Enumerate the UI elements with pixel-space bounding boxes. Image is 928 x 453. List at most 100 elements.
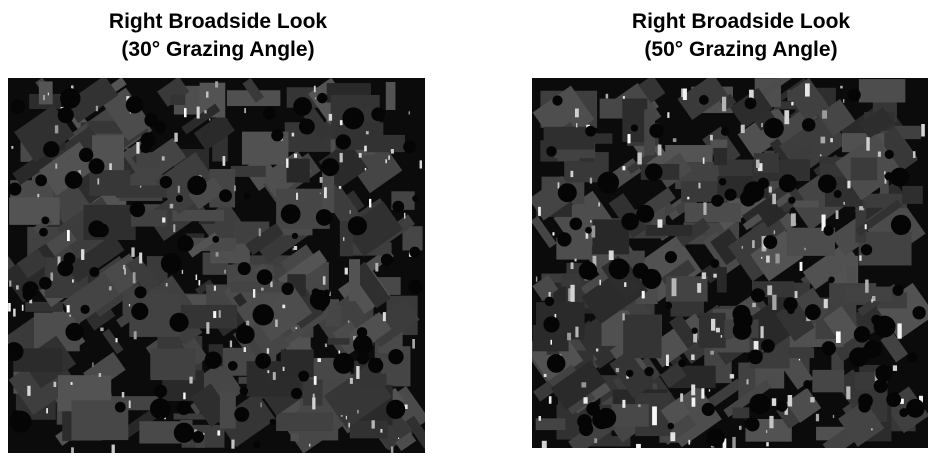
speckle — [100, 328, 103, 332]
speckle — [244, 108, 246, 113]
shadow — [788, 197, 795, 204]
shadow — [357, 327, 368, 338]
shadow — [907, 352, 918, 363]
speckle — [366, 131, 369, 134]
speckle — [766, 442, 769, 446]
speckle — [204, 110, 206, 113]
speckle — [859, 255, 861, 260]
speckle — [575, 259, 577, 262]
shadow — [821, 341, 835, 355]
panel-title: (50° Grazing Angle) — [644, 38, 837, 61]
shadow — [392, 201, 404, 213]
speckle — [174, 133, 177, 142]
speckle — [323, 276, 326, 284]
shadow — [333, 353, 354, 374]
speckle — [166, 283, 168, 286]
speckle — [383, 312, 386, 321]
speckle — [67, 230, 70, 241]
speckle — [391, 446, 394, 453]
speckle — [286, 158, 288, 167]
shadow — [154, 385, 167, 398]
shadow — [41, 217, 49, 225]
shadow — [368, 358, 383, 373]
speckle — [375, 263, 378, 272]
speckle — [385, 159, 386, 163]
speckle — [215, 81, 218, 87]
speckle — [350, 378, 353, 384]
speckle — [863, 208, 864, 211]
shadow — [348, 216, 367, 235]
speckle — [878, 152, 881, 157]
shadow — [577, 414, 592, 429]
texture — [812, 370, 844, 392]
shadow — [552, 95, 562, 105]
shadow — [609, 258, 630, 279]
shadow — [255, 353, 271, 369]
shadow — [57, 260, 73, 276]
shadow — [691, 328, 697, 334]
speckle — [388, 155, 390, 159]
speckle — [594, 438, 597, 443]
speckle — [692, 398, 696, 407]
speckle — [683, 88, 687, 100]
speckle — [116, 338, 118, 342]
speckle — [189, 377, 192, 384]
shadow — [631, 124, 638, 131]
speckle — [214, 286, 216, 291]
shadow — [886, 392, 901, 407]
shadow — [281, 283, 293, 295]
shadow — [668, 423, 675, 430]
shadow — [342, 107, 364, 129]
speckle — [703, 158, 705, 164]
shadow — [579, 261, 597, 279]
speckle — [571, 262, 574, 269]
shadow — [95, 223, 109, 237]
speckle — [273, 372, 276, 380]
speckle — [223, 156, 226, 166]
speckle — [716, 328, 720, 333]
speckle — [314, 86, 316, 92]
shadow — [263, 107, 276, 120]
speckle — [234, 185, 236, 191]
speckle — [921, 124, 925, 137]
shadow — [240, 387, 249, 396]
speckle — [412, 339, 415, 349]
speckle — [345, 268, 348, 275]
speckle — [816, 414, 819, 421]
speckle — [570, 285, 574, 302]
figure: Right Broadside Look (30° Grazing Angle)… — [0, 0, 928, 453]
speckle — [55, 164, 57, 169]
shadow — [818, 174, 837, 193]
shadow — [236, 325, 255, 344]
speckle — [71, 382, 73, 385]
speckle — [314, 376, 317, 385]
speckle — [871, 299, 873, 303]
shadow — [644, 367, 653, 376]
shadow — [802, 118, 816, 132]
speckle — [833, 415, 834, 418]
speckle — [830, 138, 833, 142]
speckle — [847, 181, 850, 189]
speckle — [670, 432, 675, 441]
speckle — [667, 112, 669, 118]
shadow — [131, 303, 148, 320]
speckle — [767, 285, 772, 295]
speckle — [317, 358, 320, 362]
shadow — [8, 183, 21, 196]
speckle — [244, 347, 246, 352]
speckle — [805, 83, 810, 96]
speckle — [766, 430, 767, 433]
speckle — [92, 362, 93, 366]
speckle — [701, 388, 704, 398]
shadow — [912, 306, 925, 319]
shadow — [665, 302, 672, 309]
shadow — [169, 313, 188, 332]
speckle — [752, 240, 755, 248]
shadow — [150, 398, 171, 419]
shadow — [160, 176, 172, 188]
speckle — [772, 194, 776, 204]
shadow — [733, 311, 752, 330]
shadow — [745, 97, 757, 109]
speckle — [702, 272, 706, 279]
speckle — [170, 204, 173, 209]
